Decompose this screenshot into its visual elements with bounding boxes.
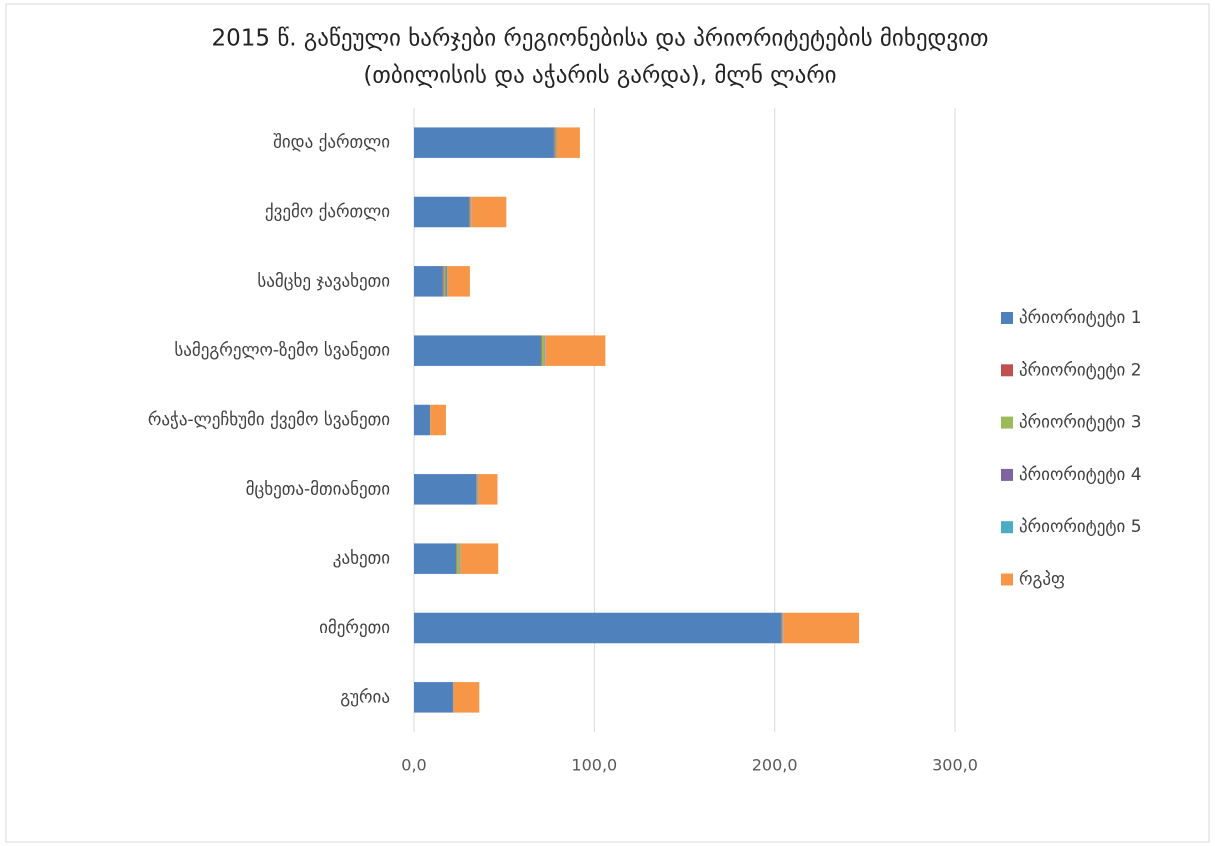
bar-segment bbox=[414, 543, 457, 574]
category-label: გურია bbox=[340, 687, 390, 707]
bar-segment bbox=[555, 127, 556, 158]
bar-segment bbox=[459, 543, 460, 574]
category-label: ქვემო ქართლი bbox=[265, 202, 390, 222]
bar-segment bbox=[782, 612, 783, 644]
bar-segment bbox=[471, 196, 507, 228]
bar-segment bbox=[469, 196, 470, 228]
bar-segment bbox=[783, 612, 860, 644]
bar-segment bbox=[545, 335, 606, 366]
bar-segment bbox=[459, 543, 461, 574]
category-label: შიდა ქართლი bbox=[273, 133, 390, 153]
bar-segment bbox=[445, 266, 447, 297]
legend-label: რგპფ bbox=[1019, 570, 1065, 590]
bar-segment bbox=[540, 335, 542, 366]
legend-label: პრიორიტეტი 1 bbox=[1019, 308, 1142, 328]
bar-segment bbox=[470, 196, 471, 228]
legend-swatch bbox=[1001, 573, 1013, 586]
bar-segment bbox=[414, 612, 781, 644]
bar-segment bbox=[541, 335, 545, 366]
bar-segment bbox=[780, 612, 782, 644]
bar-segment bbox=[469, 196, 471, 228]
legend-swatch bbox=[1001, 364, 1013, 377]
bar-segment bbox=[555, 127, 557, 158]
bar-segment bbox=[476, 474, 478, 505]
bar-segment bbox=[430, 404, 446, 436]
bar-segment bbox=[456, 543, 460, 574]
bar-segment bbox=[442, 266, 444, 297]
bar-segment bbox=[414, 404, 431, 436]
bar-segment bbox=[460, 543, 499, 574]
category-label: მცხეთა-მთიანეთი bbox=[246, 479, 390, 499]
legend-swatch bbox=[1001, 468, 1013, 481]
bar-segment bbox=[478, 474, 498, 505]
legend-label: პრიორიტეტი 2 bbox=[1019, 360, 1142, 380]
legend-swatch bbox=[1001, 312, 1013, 324]
category-label: სამცხე ჯავახეთი bbox=[257, 271, 390, 291]
bar-segment bbox=[556, 127, 580, 158]
category-label: სამეგრელო-ზემო სვანეთი bbox=[174, 341, 390, 361]
x-tick-label: 200,0 bbox=[752, 756, 798, 775]
bar-segment bbox=[782, 612, 784, 644]
bar-segment bbox=[447, 266, 470, 297]
bar-segment bbox=[477, 474, 479, 505]
bar-segment bbox=[477, 474, 478, 505]
bar-segment bbox=[443, 266, 446, 297]
category-label: კახეთი bbox=[333, 549, 390, 569]
bar-segment bbox=[553, 127, 555, 158]
legend-label: პრიორიტეტი 4 bbox=[1019, 465, 1142, 485]
bar-segment bbox=[544, 335, 545, 366]
bar-segment bbox=[414, 127, 554, 158]
bar-segment bbox=[456, 543, 457, 574]
x-tick-label: 300,0 bbox=[932, 756, 978, 775]
bar-segment bbox=[544, 335, 546, 366]
legend-label: პრიორიტეტი 5 bbox=[1019, 517, 1142, 537]
bar-segment bbox=[414, 196, 470, 228]
x-tick-label: 100,0 bbox=[571, 756, 617, 775]
bar-segment bbox=[414, 266, 443, 297]
bar-segment bbox=[414, 682, 453, 713]
chart-title: 2015 წ. გაწეული ხარჯები რეგიონებისა და პ… bbox=[212, 26, 989, 52]
chart-subtitle: (თბილისის და აჭარის გარდა), მლნ ლარი bbox=[363, 63, 836, 89]
legend-swatch bbox=[1001, 416, 1013, 429]
bar-segment bbox=[446, 266, 448, 297]
category-label: იმერეთი bbox=[319, 618, 390, 638]
bar-segment bbox=[554, 127, 556, 158]
legend-swatch bbox=[1001, 521, 1013, 534]
category-label: რაჭა-ლეჩხუმი ქვემო სვანეთი bbox=[148, 410, 390, 430]
x-tick-label: 0,0 bbox=[401, 756, 426, 775]
bar-segment bbox=[414, 335, 541, 366]
bar-segment bbox=[781, 612, 783, 644]
bar-segment bbox=[453, 682, 480, 713]
bar-segment bbox=[476, 474, 477, 505]
legend-label: პრიორიტეტი 3 bbox=[1019, 413, 1142, 433]
bar-segment bbox=[414, 474, 477, 505]
